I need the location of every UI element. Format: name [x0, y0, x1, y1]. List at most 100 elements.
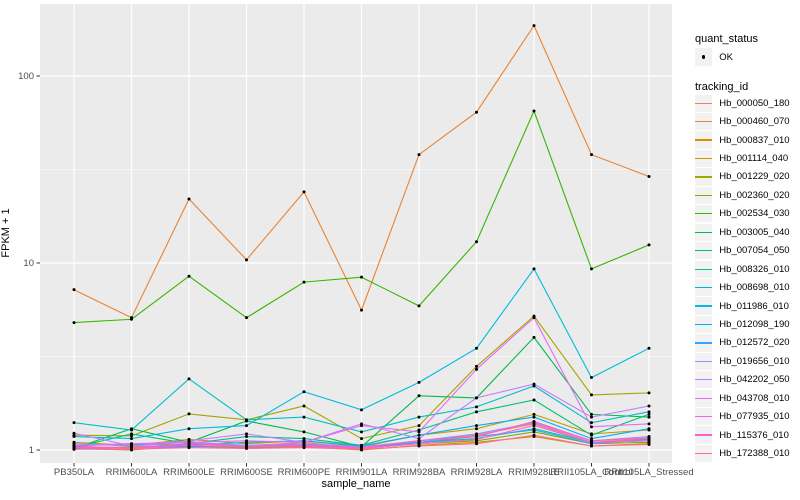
- legend-key-line: [695, 452, 713, 455]
- legend-key: [695, 168, 713, 186]
- data-point: [302, 190, 306, 194]
- data-point: [417, 430, 421, 434]
- data-point: [302, 443, 306, 447]
- data-point: [647, 422, 651, 426]
- data-point: [647, 412, 651, 416]
- legend-item-label: Hb_019656_010: [719, 355, 790, 367]
- legend-item-ok: OK: [695, 48, 800, 66]
- legend-key: [695, 315, 713, 334]
- data-point: [532, 398, 536, 402]
- legend-item-label: Hb_012572_020: [719, 337, 790, 349]
- data-point: [187, 377, 191, 381]
- y-axis-title: FPKM + 1: [0, 208, 12, 258]
- data-point: [130, 442, 133, 446]
- legend-key: [695, 389, 713, 407]
- data-point: [532, 316, 536, 320]
- legend-item-label: Hb_000050_180: [719, 97, 790, 109]
- data-point: [590, 444, 593, 448]
- legend-item-label: Hb_007054_050: [719, 245, 790, 257]
- data-point: [245, 444, 248, 448]
- legend-item-label: Hb_001229_020: [719, 171, 790, 183]
- data-point: [475, 396, 478, 400]
- data-point: [475, 437, 478, 441]
- legend-item-Hb_001114_040: Hb_001114_040: [695, 149, 800, 168]
- x-tick-label: RRII105LA_Stressed: [604, 467, 693, 478]
- plot-panel: [40, 4, 672, 463]
- data-point: [532, 109, 536, 113]
- legend: quant_status OK tracking_id Hb_000050_18…: [690, 32, 800, 463]
- data-point: [590, 437, 593, 441]
- data-point: [302, 440, 306, 444]
- data-point: [532, 428, 536, 432]
- legend-item-label: Hb_077935_010: [719, 411, 790, 423]
- data-point: [302, 390, 306, 394]
- x-tick-label: RRIM600SE: [220, 467, 273, 478]
- data-point: [475, 364, 478, 368]
- data-point: [590, 267, 593, 271]
- x-tick-label: PB350LA: [54, 467, 95, 478]
- data-point: [417, 439, 421, 443]
- legend-key-line: [695, 213, 713, 215]
- data-point: [590, 412, 593, 416]
- data-point: [475, 110, 478, 114]
- legend-key: [695, 48, 713, 66]
- legend-item-label: Hb_012098_190: [719, 318, 790, 330]
- data-point: [72, 421, 76, 425]
- legend-key: [695, 113, 713, 131]
- legend-key: [695, 260, 713, 278]
- x-tick-label: RRIM901LA: [336, 467, 388, 478]
- data-point: [302, 430, 306, 434]
- data-point: [417, 424, 421, 428]
- x-tick-label: RRII105LA_Control: [550, 467, 632, 478]
- legend-key-line: [695, 379, 713, 381]
- data-point: [590, 376, 593, 380]
- legend-key: [695, 426, 713, 444]
- x-tick-label: RRIM600LA: [106, 467, 158, 478]
- data-point: [72, 431, 76, 435]
- legend-key: [695, 205, 713, 223]
- legend-key-line: [695, 139, 713, 141]
- legend-key: [695, 352, 713, 370]
- data-point: [475, 435, 478, 439]
- data-point: [532, 267, 536, 271]
- data-point: [532, 335, 536, 339]
- data-point: [187, 197, 191, 201]
- data-point: [475, 424, 478, 428]
- legend-key-line: [695, 360, 713, 362]
- x-tick-label: RRIM928LE: [508, 467, 560, 478]
- data-point: [647, 427, 651, 431]
- data-point: [360, 275, 363, 279]
- data-point: [187, 446, 191, 450]
- data-point: [417, 394, 421, 398]
- data-point: [532, 382, 536, 386]
- data-point: [302, 280, 306, 284]
- data-point: [187, 412, 191, 416]
- data-point: [245, 316, 248, 320]
- legend-key-line: [695, 305, 713, 307]
- data-point: [187, 274, 191, 278]
- legend-item-label: Hb_002360_020: [719, 189, 790, 201]
- x-axis-title: sample_name: [321, 478, 391, 490]
- legend-key: [695, 278, 713, 297]
- legend-item-Hb_000460_070: Hb_000460_070: [695, 112, 800, 131]
- data-point: [647, 443, 651, 447]
- legend-key-line: [695, 194, 713, 197]
- legend-key: [695, 408, 713, 426]
- legend-key-line: [695, 121, 713, 123]
- legend-key-line: [695, 157, 713, 160]
- data-point: [187, 442, 191, 446]
- data-point: [302, 437, 306, 441]
- data-point: [360, 424, 363, 428]
- tracking-id-legend-title: tracking_id: [695, 81, 749, 93]
- data-point: [532, 420, 536, 424]
- data-point: [302, 415, 306, 419]
- data-point: [647, 391, 651, 395]
- legend-key-line: [695, 268, 713, 270]
- data-point: [475, 427, 478, 431]
- legend-item-Hb_008698_010: Hb_008698_010: [695, 278, 800, 297]
- data-point: [72, 447, 76, 451]
- legend-item-label: Hb_115376_010: [719, 429, 789, 441]
- data-point: [647, 415, 651, 419]
- data-point: [360, 308, 363, 312]
